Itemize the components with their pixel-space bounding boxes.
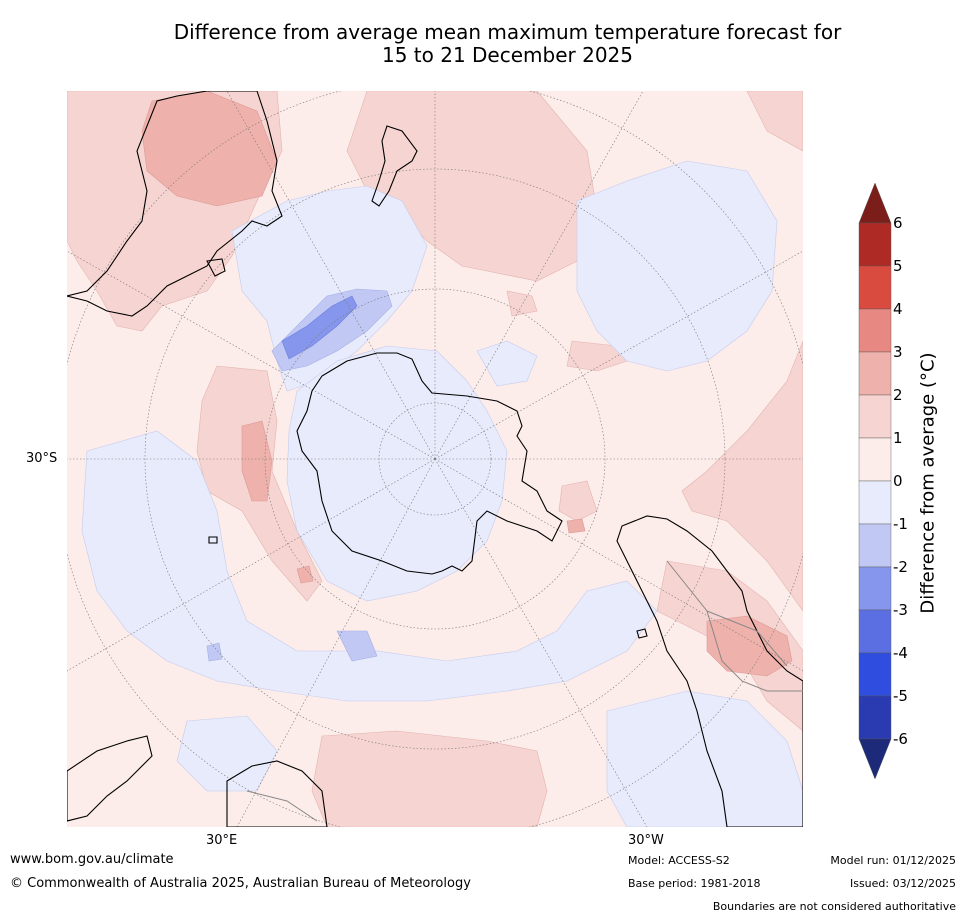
colorbar-tick-label: 0 bbox=[893, 472, 903, 490]
colorbar-band-4_5 bbox=[858, 265, 892, 310]
temperature-anomaly-map bbox=[67, 91, 803, 827]
colorbar-tick-label: 4 bbox=[893, 300, 903, 318]
title-line-1: Difference from average mean maximum tem… bbox=[173, 20, 842, 44]
colorbar-band-0_1 bbox=[858, 437, 892, 482]
colorbar-band-m5_m4 bbox=[858, 652, 892, 697]
colorbar-tick-label: 6 bbox=[893, 214, 903, 232]
australia-coast bbox=[67, 91, 283, 317]
national-boundaries bbox=[246, 560, 803, 822]
map-title: Difference from average mean maximum tem… bbox=[60, 21, 955, 67]
antarctica-coast bbox=[296, 352, 563, 575]
colorbar-tick-label: 3 bbox=[893, 343, 903, 361]
colorbar-tick-label: -6 bbox=[893, 730, 908, 748]
colorbar-title: Difference from average (°C) bbox=[917, 352, 939, 614]
new-zealand-coast bbox=[371, 125, 418, 207]
footer-disclaimer: Boundaries are not considered authoritat… bbox=[712, 900, 956, 913]
footer-copyright: © Commonwealth of Australia 2025, Austra… bbox=[10, 876, 471, 891]
colorbar-band-1_2 bbox=[858, 394, 892, 439]
colorbar-tick-label: -3 bbox=[893, 601, 908, 619]
tasmania-coast bbox=[206, 258, 226, 277]
colorbar-band-m1_0 bbox=[858, 480, 892, 525]
colorbar-tick-label: -1 bbox=[893, 515, 908, 533]
colorbar-tick-label: 5 bbox=[893, 257, 903, 275]
title-line-2: 15 to 21 December 2025 bbox=[381, 43, 633, 67]
colorbar-under-triangle bbox=[858, 738, 892, 780]
colorbar-band-m3_m2 bbox=[858, 566, 892, 611]
colorbar-band-m6_m5 bbox=[858, 695, 892, 740]
coastlines bbox=[67, 91, 803, 827]
colorbar-band-m2_m1 bbox=[858, 523, 892, 568]
anomaly-neg3-neg2-regions bbox=[281, 295, 358, 360]
lon-label-30w: 30°W bbox=[628, 833, 664, 848]
colorbar-tick-label: 1 bbox=[893, 429, 903, 447]
south-america-coast bbox=[616, 515, 803, 827]
footer-issued: Issued: 03/12/2025 bbox=[849, 877, 956, 890]
colorbar-band-m4_m3 bbox=[858, 609, 892, 654]
anomaly-neg1-0-regions bbox=[81, 160, 803, 827]
longitude-graticule bbox=[67, 91, 803, 827]
colorbar-band-2_3 bbox=[858, 351, 892, 396]
southern-africa-coast bbox=[226, 760, 328, 827]
footer-model-run: Model run: 01/12/2025 bbox=[830, 854, 956, 867]
africa-coast bbox=[67, 735, 153, 822]
footer-base-period: Base period: 1981-2018 bbox=[628, 877, 761, 890]
colorbar-over-triangle bbox=[858, 182, 892, 224]
lon-label-30e: 30°E bbox=[206, 833, 238, 848]
falkland-islands bbox=[636, 628, 648, 639]
anomaly-1-2-regions bbox=[67, 91, 803, 827]
lat-label-30s: 30°S bbox=[26, 451, 58, 466]
colorbar-tick-label: -5 bbox=[893, 687, 908, 705]
footer-url[interactable]: www.bom.gov.au/climate bbox=[10, 852, 174, 867]
colorbar-band-3_4 bbox=[858, 308, 892, 353]
kerguelen-island bbox=[208, 536, 218, 544]
colorbar-tick-label: 2 bbox=[893, 386, 903, 404]
colorbar-band-5_6 bbox=[858, 222, 892, 267]
colorbar-tick-label: -2 bbox=[893, 558, 908, 576]
colorbar-svg bbox=[858, 182, 892, 780]
colorbar-tick-label: -4 bbox=[893, 644, 908, 662]
footer-model: Model: ACCESS-S2 bbox=[628, 854, 730, 867]
map-svg bbox=[67, 91, 803, 827]
colorbar bbox=[855, 180, 895, 785]
